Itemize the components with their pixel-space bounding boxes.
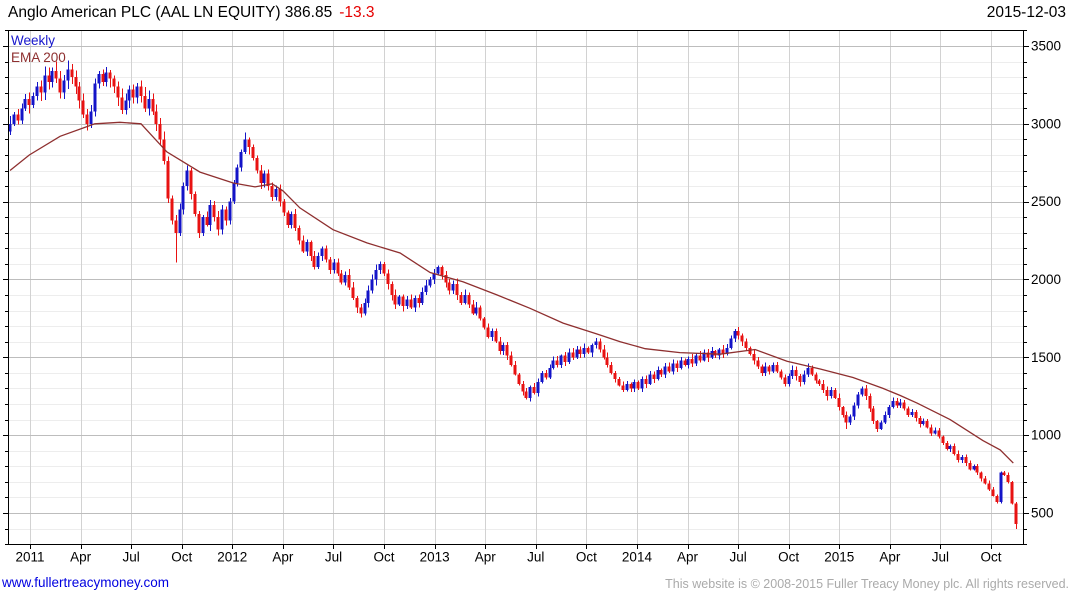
x-axis-label: Apr	[677, 550, 699, 565]
x-axis-label: 2014	[622, 550, 653, 565]
x-axis-label: Jul	[123, 550, 140, 565]
chart-title-bar: Anglo American PLC (AAL LN EQUITY) 386.8…	[8, 4, 375, 22]
price-change: -13.3	[339, 4, 375, 21]
y-axis-label: 2000	[1031, 272, 1061, 287]
legend-ema-200: EMA 200	[11, 50, 66, 65]
y-axis-label: 1500	[1031, 350, 1061, 365]
y-axis-label: 3500	[1031, 39, 1061, 54]
website-link[interactable]: www.fullertreacymoney.com	[2, 575, 170, 590]
x-axis-label: Jul	[527, 550, 544, 565]
legend-timeframe: Weekly	[11, 33, 56, 48]
x-axis-label: Oct	[171, 550, 192, 565]
y-axis-label: 1000	[1031, 428, 1061, 443]
chart-date: 2015-12-03	[986, 4, 1066, 21]
x-axis-label: Apr	[475, 550, 497, 565]
x-axis-label: Jul	[932, 550, 949, 565]
y-axis-label: 3000	[1031, 116, 1061, 131]
x-axis-label: Jul	[729, 550, 746, 565]
x-axis-label: 2011	[15, 550, 44, 565]
x-axis-label: 2013	[420, 550, 450, 565]
x-axis-label: Apr	[272, 550, 294, 565]
x-axis-label: Apr	[70, 550, 92, 565]
x-axis-label: Oct	[374, 550, 395, 565]
x-axis-label: Oct	[576, 550, 597, 565]
x-axis-label: Jul	[325, 550, 342, 565]
y-axis-label: 500	[1031, 505, 1054, 520]
chart-title: Anglo American PLC (AAL LN EQUITY) 386.8…	[8, 4, 333, 21]
x-axis-label: 2015	[824, 550, 854, 565]
y-axis-label: 2500	[1031, 194, 1061, 209]
x-axis-label: Apr	[879, 550, 901, 565]
x-axis-label: Oct	[778, 550, 799, 565]
copyright-text: This website is © 2008-2015 Fuller Treac…	[665, 577, 1069, 591]
x-axis-label: Oct	[980, 550, 1001, 565]
x-axis-label: 2012	[217, 550, 247, 565]
